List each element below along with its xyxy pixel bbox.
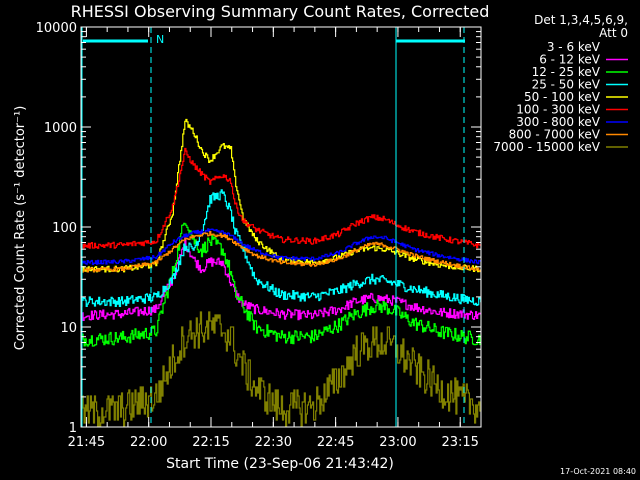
y-tick-label: 10	[60, 321, 77, 336]
series-line-6	[81, 228, 481, 265]
legend-item-label: 50 - 100 keV	[524, 90, 601, 104]
y-tick-label: 1	[69, 421, 77, 436]
legend-item-label: 800 - 7000 keV	[509, 128, 601, 142]
series-line-7	[81, 231, 482, 273]
series-line-0	[81, 269, 482, 403]
observing-overlay	[81, 27, 465, 427]
axes: 21:45 22:00 22:15 22:30 22:45 23:00 23:15 1 10 10…	[36, 21, 482, 450]
legend-item-label: 300 - 800 keV	[516, 115, 600, 129]
x-tick-label: 22:00	[130, 435, 167, 450]
legend-item-label: 7000 - 15000 keV	[493, 140, 600, 154]
legend-item-label: 12 - 25 keV	[532, 65, 601, 79]
legend-item-label: 25 - 50 keV	[532, 78, 601, 92]
legend-header-line-1: Det 1,3,4,5,6,9,	[534, 13, 628, 27]
x-tick-label: 22:30	[255, 435, 292, 450]
annotation-n: N	[156, 33, 164, 46]
x-tick-label: 22:45	[317, 435, 354, 450]
x-tick-label: 23:00	[379, 435, 416, 450]
series-line-3	[81, 189, 482, 307]
y-tick-label: 1000	[44, 121, 77, 136]
footer-date: 17-Oct-2021 08:40	[560, 467, 636, 476]
y-tick-label: 10000	[36, 21, 77, 36]
series-line-2	[81, 222, 482, 347]
series-line-5	[81, 147, 482, 249]
data-lines	[81, 118, 482, 427]
legend-item-label: 6 - 12 keV	[539, 53, 601, 67]
x-tick-label: 22:15	[192, 435, 229, 450]
legend-item-label: 3 - 6 keV	[547, 40, 601, 54]
x-tick-label: 21:45	[68, 435, 105, 450]
x-tick-label: 23:15	[441, 435, 478, 450]
series-line-1	[81, 237, 482, 321]
x-axis-label: Start Time (23-Sep-06 21:43:42)	[166, 456, 394, 472]
chart-title: RHESSI Observing Summary Count Rates, Co…	[71, 2, 490, 21]
y-axis-label: Corrected Count Rate (s⁻¹ detector⁻¹)	[13, 106, 28, 351]
y-tick-label: 100	[52, 221, 77, 236]
legend-header-line-2: Att 0	[599, 26, 628, 40]
series-line-8	[81, 311, 481, 427]
legend-item-label: 100 - 300 keV	[516, 103, 600, 117]
